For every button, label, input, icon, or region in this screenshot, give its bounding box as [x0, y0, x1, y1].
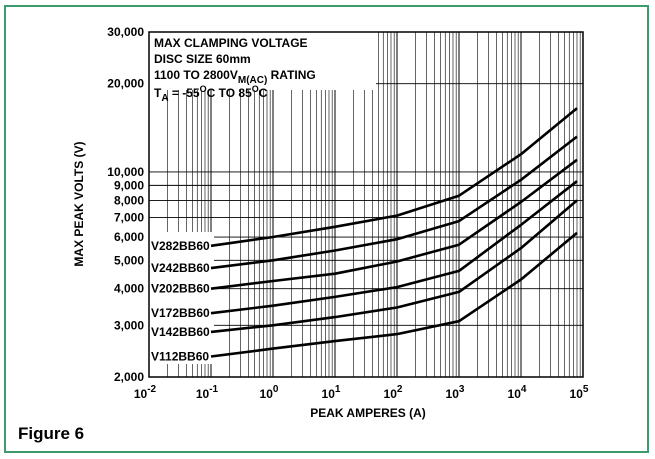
series-label-V202BB60: V202BB60: [151, 282, 210, 296]
series-line-V172BB60: [210, 180, 578, 315]
chart-annotation: MAX CLAMPING VOLTAGE DISC SIZE 60mm 1100…: [154, 36, 316, 104]
x-tick-label: 10-1: [196, 384, 219, 401]
y-tick-label: 20,000: [107, 77, 144, 91]
y-tick-label: 7,000: [114, 210, 144, 224]
series-label-V112BB60: V112BB60: [151, 349, 209, 363]
x-axis-label: PEAK AMPERES (A): [310, 406, 426, 420]
y-tick-label: 10,000: [107, 165, 144, 179]
x-tick-label: 101: [322, 384, 341, 401]
y-axis-label: MAX PEAK VOLTS (V): [72, 141, 86, 266]
annotation-line-1: MAX CLAMPING VOLTAGE: [154, 36, 308, 50]
series-line-V202BB60: [210, 158, 578, 290]
plot-frame: [148, 31, 584, 378]
series-label-V242BB60: V242BB60: [151, 261, 210, 275]
series-label-V282BB60: V282BB60: [151, 239, 210, 253]
figure-caption: Figure 6: [18, 424, 85, 443]
x-tick-label: 104: [508, 384, 527, 401]
y-tick-label: 8,000: [114, 193, 144, 207]
x-tick-label: 102: [384, 384, 403, 401]
y-tick-label: 9,000: [114, 178, 144, 192]
series-line-V142BB60: [210, 199, 578, 334]
series-label-box: [149, 232, 214, 364]
series-line-V282BB60: [210, 107, 578, 248]
annotation-line-3: 1100 TO 2800VM(AC) RATING: [154, 68, 316, 86]
annotation-box: [149, 32, 376, 90]
y-tick-label: 6,000: [114, 230, 144, 244]
series-label-V142BB60: V142BB60: [151, 325, 210, 339]
x-tick-label: 103: [446, 384, 465, 401]
annotation-line-2: DISC SIZE 60mm: [154, 52, 251, 66]
y-tick-label: 5,000: [114, 253, 144, 267]
series-labels: V282BB60 V242BB60 V202BB60 V172BB60 V142BB60…: [151, 239, 210, 364]
y-tick-label: 4,000: [114, 282, 144, 296]
x-tick-label: 105: [570, 384, 589, 401]
tick-labels: 2,000 3,000 4,000 5,000 6,000 7,000 8,0009,000…: [107, 25, 589, 401]
x-tick-label: 10-2: [134, 384, 157, 401]
series-line-V112BB60: [210, 231, 578, 358]
y-tick-label: 2,000: [114, 370, 144, 384]
y-tick-label: 3,000: [114, 318, 144, 332]
x-tick-label: 100: [260, 384, 279, 401]
series-group: [210, 107, 578, 358]
series-line-V242BB60: [210, 135, 578, 270]
annotation-line-4: TA = -55OC TO 85OC: [154, 84, 268, 104]
y-tick-label: 30,000: [107, 25, 144, 39]
series-label-V172BB60: V172BB60: [151, 306, 210, 320]
